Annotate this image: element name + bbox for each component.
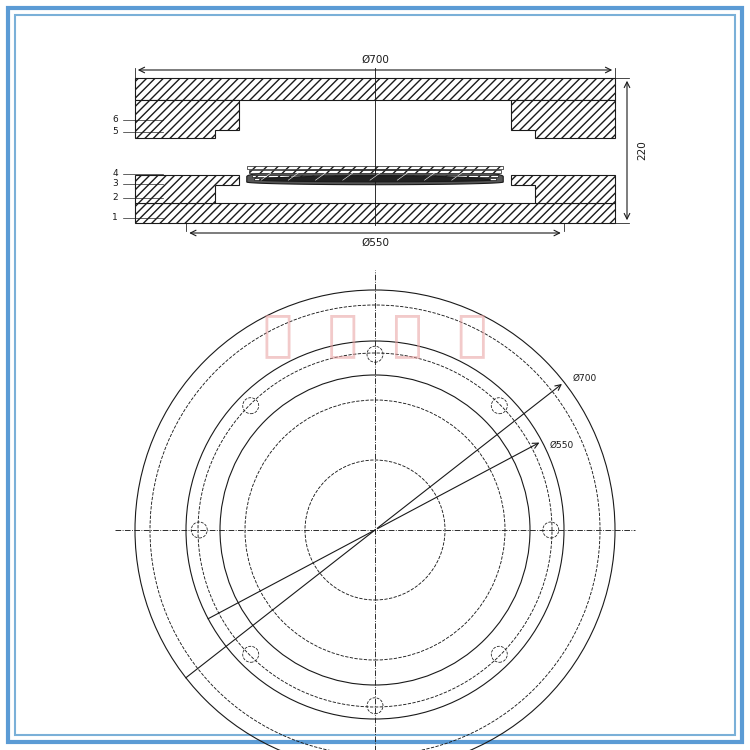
- Polygon shape: [135, 175, 239, 203]
- Text: Ø550: Ø550: [361, 238, 389, 248]
- Polygon shape: [249, 170, 501, 172]
- Polygon shape: [247, 166, 503, 169]
- Bar: [135, 78, 615, 100]
- Text: 2: 2: [112, 194, 118, 202]
- Text: Ø700: Ø700: [361, 55, 389, 65]
- Text: 5: 5: [112, 128, 118, 136]
- Text: 正  华  橡  胶: 正 华 橡 胶: [262, 311, 488, 359]
- Text: Ø700: Ø700: [572, 374, 596, 382]
- Polygon shape: [135, 100, 239, 138]
- Polygon shape: [511, 175, 615, 203]
- Polygon shape: [511, 100, 615, 138]
- Bar: [135, 78, 615, 100]
- Text: 220: 220: [637, 141, 647, 160]
- Polygon shape: [254, 178, 496, 179]
- Polygon shape: [260, 176, 490, 181]
- Bar: [135, 203, 615, 223]
- Text: 6: 6: [112, 116, 118, 124]
- Text: 1: 1: [112, 214, 118, 223]
- Text: Ø550: Ø550: [550, 441, 574, 450]
- Text: 3: 3: [112, 179, 118, 188]
- Polygon shape: [252, 175, 498, 176]
- Text: 4: 4: [112, 170, 118, 178]
- Polygon shape: [247, 169, 503, 184]
- Bar: [135, 203, 615, 223]
